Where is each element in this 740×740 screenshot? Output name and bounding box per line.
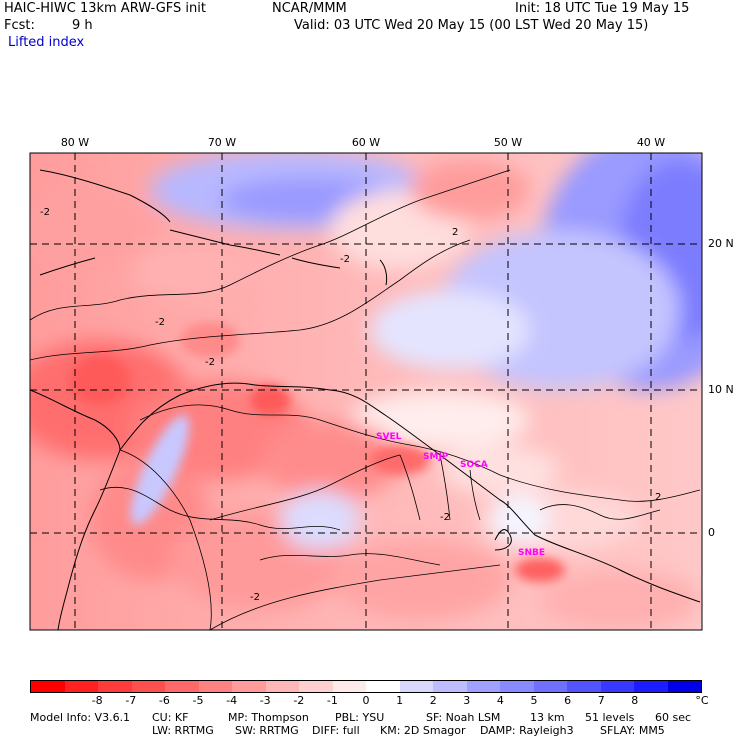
org-label: NCAR/MMM bbox=[272, 1, 347, 16]
contour-label: -2 bbox=[40, 207, 50, 218]
colorbar-swatch bbox=[31, 681, 65, 692]
footer-sw: SW: RRTMG bbox=[235, 724, 299, 737]
colorbar-swatch bbox=[433, 681, 467, 692]
colorbar-swatch bbox=[299, 681, 333, 692]
lat-label-10n: 10 N bbox=[708, 383, 734, 396]
footer-levels: 51 levels bbox=[585, 711, 635, 724]
colorbar-swatch bbox=[466, 681, 500, 692]
colorbar-swatch bbox=[366, 681, 400, 692]
lon-label-40w: 40 W bbox=[636, 136, 666, 149]
colorbar-swatch bbox=[198, 681, 232, 692]
footer-km: KM: 2D Smagor bbox=[380, 724, 466, 737]
colorbar-swatch bbox=[165, 681, 199, 692]
colorbar-tick-label: -1 bbox=[326, 694, 338, 707]
colorbar-swatch bbox=[265, 681, 299, 692]
colorbar-swatch bbox=[667, 681, 701, 692]
lat-label-0: 0 bbox=[708, 526, 715, 539]
colorbar-tick-label: 3 bbox=[463, 694, 471, 707]
footer-timestep: 60 sec bbox=[655, 711, 692, 724]
forecast-hour: 9 h bbox=[72, 18, 93, 33]
colorbar-tick-label: -6 bbox=[158, 694, 170, 707]
footer-sflay: SFLAY: MM5 bbox=[600, 724, 665, 737]
station-label: SOCA bbox=[460, 460, 488, 470]
station-label: SNBE bbox=[518, 548, 546, 558]
footer-resolution: 13 km bbox=[530, 711, 565, 724]
colorbar bbox=[30, 680, 702, 693]
graticule bbox=[30, 153, 702, 630]
map-field: 2 -2 -2 -2 -2 2 -2 -2 bbox=[30, 153, 702, 630]
footer-sf: SF: Noah LSM bbox=[426, 711, 501, 724]
colorbar-tick-label: 2 bbox=[429, 694, 437, 707]
colorbar-tick-label: 1 bbox=[396, 694, 404, 707]
colorbar-swatch bbox=[64, 681, 98, 692]
coastlines bbox=[30, 169, 701, 630]
lon-label-60w: 60 W bbox=[351, 136, 381, 149]
colorbar-tick-label: -5 bbox=[192, 694, 204, 707]
colorbar-swatch bbox=[533, 681, 567, 692]
footer-damp: DAMP: Rayleigh3 bbox=[480, 724, 574, 737]
contour-label: 2 bbox=[655, 492, 661, 503]
colorbar-swatch bbox=[131, 681, 165, 692]
colorbar-tick-label: -8 bbox=[91, 694, 103, 707]
colorbar-tick-label: -3 bbox=[259, 694, 271, 707]
lon-label-80w: 80 W bbox=[60, 136, 90, 149]
colorbar-swatch bbox=[332, 681, 366, 692]
contour-label-group: 2 -2 -2 -2 -2 2 -2 -2 bbox=[40, 207, 661, 603]
lat-label-20n: 20 N bbox=[708, 237, 734, 250]
footer-mp: MP: Thompson bbox=[228, 711, 309, 724]
borders bbox=[119, 449, 501, 630]
colorbar-tick-label: -2 bbox=[293, 694, 305, 707]
colorbar-tick-label: 7 bbox=[597, 694, 605, 707]
colorbar-tick-label: 0 bbox=[362, 694, 370, 707]
colorbar-swatch bbox=[232, 681, 266, 692]
valid-time: Valid: 03 UTC Wed 20 May 15 (00 LST Wed … bbox=[294, 18, 649, 33]
colorbar-swatch bbox=[98, 681, 132, 692]
contour-label: -2 bbox=[250, 592, 260, 603]
contours bbox=[30, 169, 701, 566]
station-label: SMJP bbox=[423, 452, 449, 462]
station-label: SVEL bbox=[376, 432, 402, 442]
footer-diff: DIFF: full bbox=[312, 724, 360, 737]
colorbar-unit: °C bbox=[695, 694, 709, 707]
contour-label: 2 bbox=[452, 227, 458, 238]
contour-label: -2 bbox=[440, 512, 450, 523]
colorbar-tick-label: -7 bbox=[125, 694, 137, 707]
colorbar-tick-label: -4 bbox=[226, 694, 238, 707]
colorbar-tick-label: 8 bbox=[631, 694, 639, 707]
forecast-label: Fcst: bbox=[4, 18, 35, 33]
colorbar-tick-label: 4 bbox=[496, 694, 504, 707]
colorbar-swatch bbox=[399, 681, 433, 692]
colorbar-swatch bbox=[600, 681, 634, 692]
lon-label-70w: 70 W bbox=[207, 136, 237, 149]
lon-label-50w: 50 W bbox=[493, 136, 523, 149]
field-name: Lifted index bbox=[8, 35, 85, 50]
colorbar-swatch bbox=[634, 681, 668, 692]
model-title: HAIC-HIWC 13km ARW-GFS init bbox=[4, 1, 206, 16]
footer-pbl: PBL: YSU bbox=[335, 711, 385, 724]
colorbar-swatch bbox=[500, 681, 534, 692]
colorbar-tick-label: 5 bbox=[530, 694, 538, 707]
colorbar-tick-label: 6 bbox=[564, 694, 572, 707]
contour-label: -2 bbox=[205, 357, 215, 368]
footer-cu: CU: KF bbox=[152, 711, 189, 724]
footer-lw: LW: RRTMG bbox=[152, 724, 214, 737]
map-frame bbox=[29, 152, 703, 631]
colorbar-swatch bbox=[567, 681, 601, 692]
footer-model-info: Model Info: V3.6.1 bbox=[30, 711, 131, 724]
init-time: Init: 18 UTC Tue 19 May 15 bbox=[515, 1, 690, 16]
contour-label: -2 bbox=[340, 254, 350, 265]
contour-label: -2 bbox=[155, 317, 165, 328]
